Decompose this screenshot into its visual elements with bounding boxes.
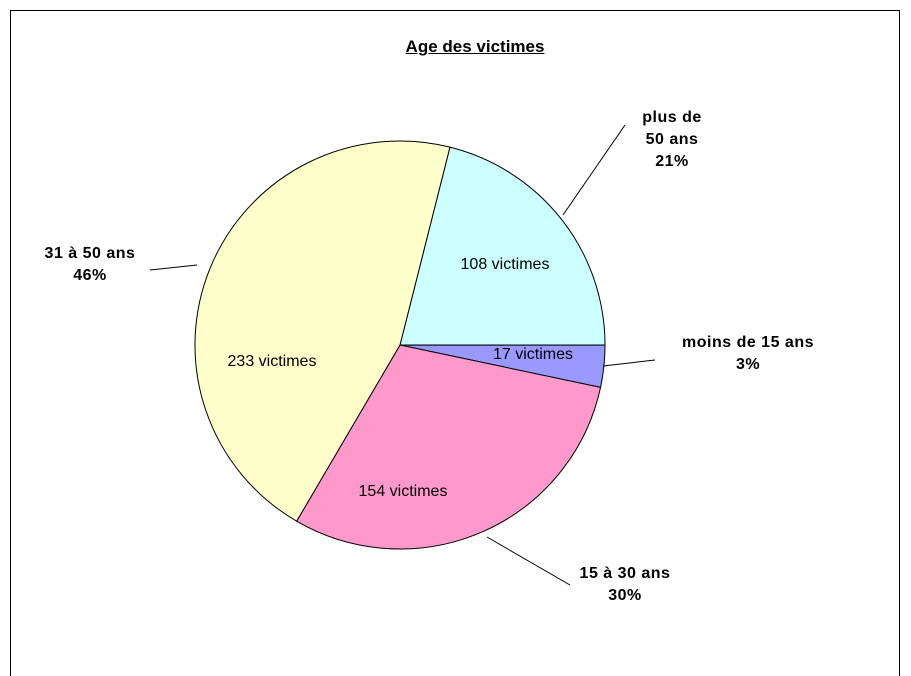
value-label: 17 victimes [492, 346, 574, 363]
slice-category-label: moins de 15 ans 3% [653, 332, 843, 376]
percent-label: 21% [655, 153, 689, 170]
category-label: moins de 15 ans [682, 334, 814, 351]
chart-title: Age des victimes [405, 37, 545, 56]
slice-category-label: 15 à 30 ans 30% [555, 563, 695, 607]
leader-line [486, 536, 571, 586]
slice-value-label: 17 victimes [463, 342, 603, 368]
percent-label: 46% [73, 267, 107, 284]
percent-label: 3% [735, 356, 761, 373]
slice-value-label: 108 victimes [455, 252, 555, 278]
pie-slice [295, 344, 602, 550]
slice-value-label: 154 victimes [323, 479, 483, 505]
leader-line [562, 124, 626, 216]
value-label: 108 victimes [460, 256, 550, 273]
category-label: plus de 50 ans [642, 109, 702, 148]
pie-slice [194, 140, 451, 522]
category-label: 31 à 50 ans [44, 245, 136, 262]
percent-label: 30% [608, 587, 642, 604]
pie-slice [399, 146, 606, 346]
chart-frame [10, 10, 900, 676]
value-label: 154 victimes [358, 483, 448, 500]
slice-category-label: plus de 50 ans 21% [632, 107, 712, 173]
value-label: 233 victimes [227, 353, 317, 370]
slice-category-label: 31 à 50 ans 46% [20, 243, 160, 287]
leader-line [149, 264, 198, 271]
slice-value-label: 233 victimes [192, 349, 352, 375]
category-label: 15 à 30 ans [579, 565, 671, 582]
leader-line [602, 359, 656, 367]
